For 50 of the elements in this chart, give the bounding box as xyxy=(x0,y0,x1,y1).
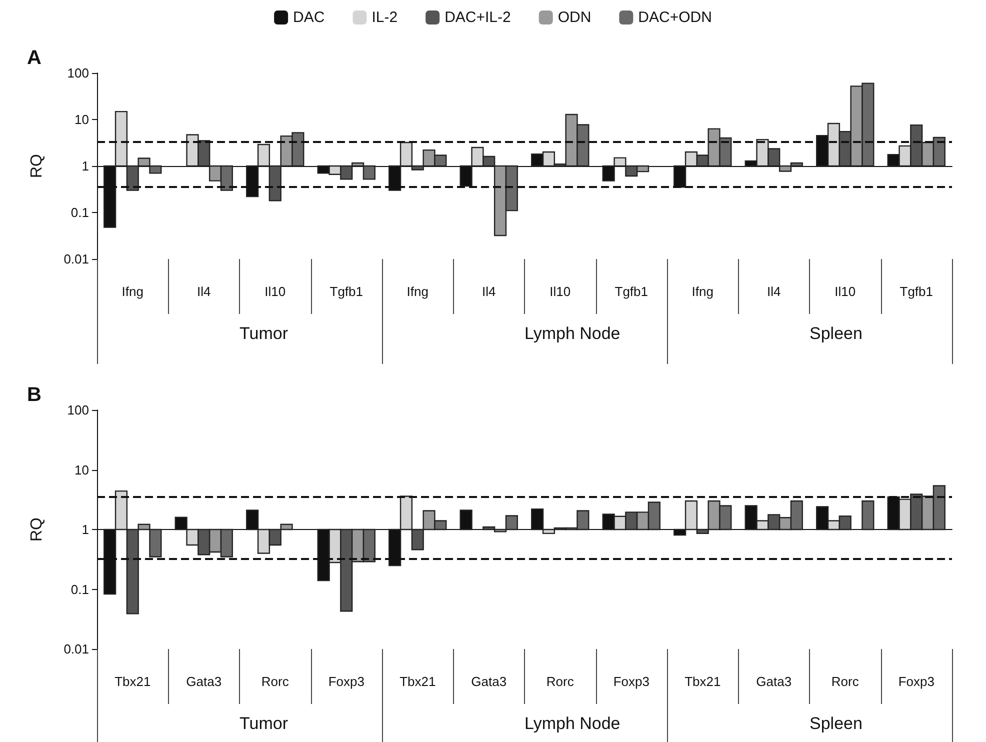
x-tick-label: Il10 xyxy=(550,284,571,299)
x-tick-label: Gata3 xyxy=(471,674,507,689)
y-tick-label: 0.1 xyxy=(70,582,89,597)
x-tick-label: Ifng xyxy=(122,284,144,299)
x-tick-label: Foxp3 xyxy=(898,674,934,689)
text: Spleen xyxy=(810,324,862,343)
y-tick-label: 1 xyxy=(82,158,89,174)
text: Tumor xyxy=(239,714,288,733)
x-tick-label: Gata3 xyxy=(756,674,792,689)
x-tick-label: Tbx21 xyxy=(114,674,151,689)
x-tick-label: Il4 xyxy=(482,284,496,299)
y-tick-label: 0.01 xyxy=(64,252,89,266)
y-tick-label: 0.01 xyxy=(64,642,89,656)
bar xyxy=(862,500,874,530)
x-tick-label: Il10 xyxy=(834,284,856,299)
x-tick-label: Tgfb1 xyxy=(900,284,933,299)
y-tick-label: 100 xyxy=(67,402,89,418)
x-tick-label: Rorc xyxy=(546,674,574,689)
x-tick-label: Foxp3 xyxy=(328,674,364,689)
text: Lymph Node xyxy=(524,714,620,733)
text: Lymph Node xyxy=(524,324,620,343)
x-tick-label: Rorc xyxy=(261,674,290,689)
y-tick-label: 100 xyxy=(67,66,89,80)
x-tick-label: Ifng xyxy=(406,284,428,299)
y-axis-title: RQ xyxy=(28,154,46,178)
y-tick-label: 1 xyxy=(82,522,89,537)
y-axis-title: RQ xyxy=(28,518,46,542)
legend-label: DAC xyxy=(293,9,325,26)
x-tick-label: Rorc xyxy=(831,674,860,689)
chart-title: A xyxy=(27,47,42,69)
text: Spleen xyxy=(810,714,862,733)
legend-label: DAC+ODN xyxy=(638,9,712,26)
x-tick-label: Tbx21 xyxy=(684,674,721,689)
x-tick-label: Tgfb1 xyxy=(330,284,363,299)
legend-label: ODN xyxy=(558,9,592,26)
y-tick-label: 0.1 xyxy=(70,205,89,220)
legend-label: DAC+IL-2 xyxy=(444,9,511,26)
x-tick-label: Il10 xyxy=(264,284,286,299)
text: Tumor xyxy=(239,324,288,343)
x-tick-label: Tbx21 xyxy=(400,674,436,689)
x-tick-label: Foxp3 xyxy=(613,674,650,689)
legend-label: IL-2 xyxy=(372,9,398,26)
x-tick-label: Gata3 xyxy=(186,674,222,689)
y-tick-label: 10 xyxy=(74,112,89,127)
x-tick-label: Ifng xyxy=(692,284,714,299)
x-tick-label: Tgfb1 xyxy=(614,284,648,299)
x-tick-label: Il4 xyxy=(197,284,211,299)
y-tick-label: 10 xyxy=(74,462,89,478)
chart-title: B xyxy=(27,384,42,406)
x-tick-label: Il4 xyxy=(767,284,781,299)
